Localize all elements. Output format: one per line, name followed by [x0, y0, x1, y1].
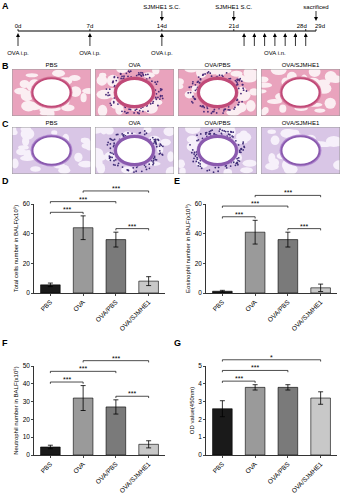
svg-text:OVA/SJMHE1: OVA/SJMHE1: [118, 298, 152, 332]
svg-text:OVA/SJMHE1: OVA/SJMHE1: [282, 62, 320, 68]
svg-text:4: 4: [198, 380, 202, 387]
svg-text:Eosinophil number in BALF(x10⁵: Eosinophil number in BALF(x10⁵): [185, 204, 191, 293]
svg-text:PBS: PBS: [39, 460, 54, 475]
svg-text:***: ***: [112, 355, 120, 362]
svg-text:OVA/SJMHE1: OVA/SJMHE1: [282, 120, 320, 126]
svg-text:PBS: PBS: [211, 298, 226, 313]
svg-text:PBS: PBS: [45, 62, 57, 68]
svg-text:OVA i.p.: OVA i.p.: [151, 50, 173, 56]
svg-text:OVA: OVA: [244, 298, 259, 313]
svg-text:10: 10: [23, 433, 31, 440]
svg-text:OVA: OVA: [128, 120, 140, 126]
svg-text:60: 60: [195, 200, 203, 207]
svg-text:5: 5: [198, 362, 202, 369]
html-text:G: G: [174, 338, 181, 348]
svg-text:OVA/PBS: OVA/PBS: [94, 460, 119, 485]
svg-text:***: ***: [63, 376, 71, 383]
svg-text:OVA/SJMHE1: OVA/SJMHE1: [118, 460, 152, 494]
svg-text:29d: 29d: [315, 23, 325, 29]
svg-text:OVA/PBS: OVA/PBS: [266, 298, 291, 323]
svg-text:OVA/SJMHE1: OVA/SJMHE1: [290, 460, 324, 494]
svg-text:OVA/PBS: OVA/PBS: [205, 62, 231, 68]
svg-text:21d: 21d: [229, 23, 239, 29]
svg-text:A: A: [2, 1, 9, 11]
svg-text:3: 3: [198, 398, 202, 405]
svg-text:***: ***: [235, 375, 243, 382]
svg-text:40: 40: [23, 380, 31, 387]
svg-text:14d: 14d: [157, 23, 167, 29]
svg-text:***: ***: [235, 211, 243, 218]
svg-text:OVA: OVA: [244, 460, 259, 475]
svg-text:***: ***: [63, 206, 71, 213]
svg-text:***: ***: [79, 365, 87, 372]
svg-text:30: 30: [23, 398, 31, 405]
svg-text:2: 2: [198, 416, 202, 423]
svg-text:OVA/PBS: OVA/PBS: [94, 298, 119, 323]
svg-text:OVA i.p.: OVA i.p.: [7, 50, 29, 56]
svg-text:Total cells number in BALF(x10: Total cells number in BALF(x10⁵): [13, 205, 19, 293]
svg-text:OVA: OVA: [128, 62, 140, 68]
svg-text:28d: 28d: [297, 23, 307, 29]
svg-text:SJMHE1 S.C.: SJMHE1 S.C.: [215, 4, 252, 10]
svg-text:OVA: OVA: [72, 298, 87, 313]
svg-text:0: 0: [26, 451, 30, 458]
svg-text:***: ***: [251, 200, 259, 207]
svg-text:OVA i.p.: OVA i.p.: [79, 50, 101, 56]
svg-text:40: 40: [195, 230, 203, 237]
svg-text:SJMHE1 S.C.: SJMHE1 S.C.: [143, 4, 180, 10]
svg-text:C: C: [2, 119, 9, 129]
svg-text:Neutrophil number in BALF(x10⁵: Neutrophil number in BALF(x10⁵): [13, 366, 19, 455]
svg-text:***: ***: [128, 390, 136, 397]
svg-text:OVA/PBS: OVA/PBS: [266, 460, 291, 485]
svg-text:20: 20: [195, 260, 203, 267]
svg-text:***: ***: [300, 223, 308, 230]
html-text:F: F: [2, 338, 8, 348]
svg-text:20: 20: [23, 260, 31, 267]
svg-text:OVA/SJMHE1: OVA/SJMHE1: [290, 298, 324, 332]
svg-text:OVA i.n.: OVA i.n.: [264, 50, 286, 56]
svg-text:40: 40: [23, 230, 31, 237]
html-text:E: E: [174, 176, 180, 186]
svg-text:OVA/PBS: OVA/PBS: [205, 120, 231, 126]
svg-text:60: 60: [23, 200, 31, 207]
svg-text:***: ***: [284, 189, 292, 196]
svg-text:0: 0: [198, 289, 202, 296]
svg-text:B: B: [2, 61, 9, 71]
html-text:D: D: [2, 176, 9, 186]
svg-text:PBS: PBS: [45, 120, 57, 126]
svg-text:sacrificed: sacrificed: [303, 4, 328, 10]
svg-text:PBS: PBS: [39, 298, 54, 313]
svg-text:1: 1: [198, 433, 202, 440]
svg-text:***: ***: [128, 223, 136, 230]
svg-text:OVA: OVA: [72, 460, 87, 475]
svg-text:***: ***: [251, 364, 259, 371]
svg-text:50: 50: [23, 362, 31, 369]
svg-text:PBS: PBS: [211, 460, 226, 475]
svg-text:***: ***: [79, 196, 87, 203]
svg-text:20: 20: [23, 416, 31, 423]
svg-text:0d: 0d: [15, 23, 22, 29]
svg-text:0: 0: [26, 289, 30, 296]
svg-text:OD value(450nm): OD value(450nm): [189, 387, 195, 434]
svg-text:0: 0: [198, 451, 202, 458]
svg-text:*: *: [270, 354, 273, 361]
svg-text:7d: 7d: [87, 23, 94, 29]
svg-text:***: ***: [112, 185, 120, 192]
